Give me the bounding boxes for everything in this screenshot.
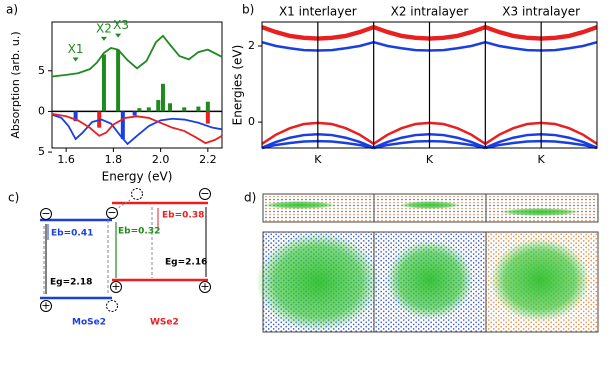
exciton-label: X3 [113, 18, 129, 32]
transition-bar [205, 111, 210, 124]
electron-sign: − [41, 207, 50, 220]
binding-energy: Eb=0.41 [51, 229, 93, 239]
subplot-title: X1 interlayer [279, 5, 357, 19]
panel-label: a) [6, 3, 18, 17]
transition-bar [116, 49, 121, 112]
plot-frame [51, 21, 223, 149]
exciton-marker [100, 36, 107, 41]
y-tick-label: 0 [248, 115, 255, 128]
spectrum-line [51, 113, 223, 146]
x-tick-label: K [314, 153, 322, 166]
exciton-marker [72, 57, 79, 62]
panel-label: c) [8, 191, 19, 205]
subplot-title: X3 intralayer [502, 5, 580, 19]
transition-bar [196, 106, 201, 112]
electron-sign: − [107, 206, 116, 219]
y-axis-label: Absorption (arb. u.) [9, 31, 22, 138]
y-axis-label: Energies (eV) [231, 45, 245, 126]
panel-label: d) [244, 191, 256, 205]
transition-bar [182, 107, 187, 112]
hole-sign: + [200, 280, 209, 293]
panel-label: b) [242, 3, 254, 17]
exciton-label: X1 [68, 42, 84, 56]
y-tick-label: 2 [248, 39, 255, 52]
band-gap: Eg=2.18 [50, 278, 92, 288]
spectrum-line [51, 34, 223, 78]
transition-bar [101, 54, 106, 112]
transition-bar [146, 107, 151, 112]
spectrum-line [51, 112, 223, 145]
x-tick-label: 1.6 [57, 153, 75, 166]
transition-bar [160, 83, 165, 112]
x-tick-label: 2.0 [152, 153, 170, 166]
plot-frame [484, 21, 598, 149]
exciton-label: X2 [96, 21, 112, 35]
hole-sign: + [41, 299, 50, 312]
y-tick-label: 0 [38, 104, 45, 117]
x-axis-label: Energy (eV) [102, 170, 173, 184]
material-label: WSe2 [150, 318, 179, 328]
subplot-title: X2 intralayer [391, 5, 469, 19]
x-tick-label: 1.8 [105, 153, 123, 166]
binding-energy: Eb=0.38 [162, 211, 204, 221]
transition-bar [73, 111, 78, 122]
exciton-marker [115, 33, 122, 38]
transition-bar [120, 111, 125, 140]
exciton-wavefunction-images [256, 193, 599, 333]
transition-bar [205, 101, 210, 112]
x-tick-label: K [426, 153, 434, 166]
hole-sign: + [111, 280, 120, 293]
binding-energy: Eb=0.32 [118, 227, 160, 237]
x-tick-label: K [538, 153, 546, 166]
material-label: MoSe2 [72, 318, 106, 328]
y-tick-label: 5 [38, 64, 45, 77]
y-tick-label: 5 [38, 145, 45, 158]
x-tick-label: 2.2 [199, 153, 217, 166]
transition-bar [132, 111, 137, 116]
transition-bar [168, 103, 173, 112]
transition-bar [156, 100, 161, 112]
band-alignment-diagram: − − − + + + Eb=0.41 Eb=0.32 Eb=0.38 Eg=2… [40, 187, 211, 328]
band-gap: Eg=2.16 [165, 258, 207, 268]
transition-bar [137, 108, 142, 112]
electron-sign: − [200, 187, 209, 200]
